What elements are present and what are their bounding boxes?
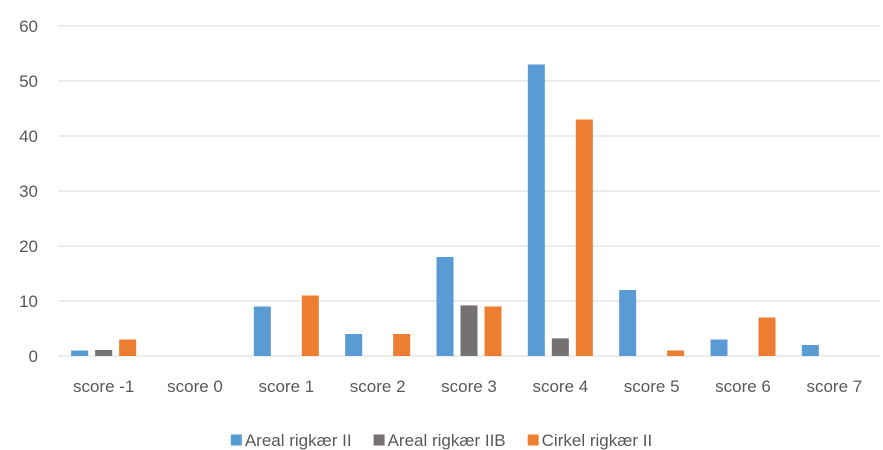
bar [460, 305, 478, 356]
y-axis-ticks: 0 10 20 30 40 50 60 [19, 17, 38, 366]
bar [436, 257, 454, 356]
bars [71, 64, 819, 356]
legend-label: Areal rigkær II [245, 431, 352, 450]
bar [710, 339, 728, 356]
bar [393, 334, 411, 356]
x-tick-label: score 6 [715, 377, 771, 396]
y-tick-label: 10 [19, 292, 38, 311]
legend-item: Areal rigkær II [230, 431, 352, 450]
y-tick-label: 20 [19, 237, 38, 256]
legend-label: Areal rigkær IIB [388, 431, 506, 450]
legend-label: Cirkel rigkær II [542, 431, 653, 450]
bar [527, 64, 545, 356]
bar [667, 350, 685, 356]
bar [758, 317, 776, 356]
x-tick-label: score 2 [350, 377, 406, 396]
gridlines [58, 25, 880, 357]
legend: Areal rigkær II Areal rigkær IIB Cirkel ri… [230, 431, 653, 450]
x-axis-ticks: score -1 score 0 score 1 score 2 score 3 scor… [73, 377, 862, 396]
x-tick-label: score 7 [806, 377, 862, 396]
bar [345, 334, 363, 356]
bar [71, 350, 89, 356]
bar [95, 349, 113, 356]
bar [619, 290, 637, 356]
legend-item: Cirkel rigkær II [527, 431, 653, 450]
legend-swatch [527, 434, 539, 446]
y-tick-label: 0 [29, 347, 38, 366]
x-tick-label: score 1 [258, 377, 314, 396]
bar [801, 345, 819, 356]
y-tick-label: 50 [19, 72, 38, 91]
x-tick-label: score 4 [532, 377, 588, 396]
bar [253, 306, 271, 356]
bar [484, 306, 502, 356]
y-tick-label: 60 [19, 17, 38, 36]
y-tick-label: 30 [19, 182, 38, 201]
bar [575, 119, 593, 356]
x-tick-label: score -1 [73, 377, 134, 396]
bar [119, 339, 137, 356]
legend-item: Areal rigkær IIB [373, 431, 506, 450]
x-tick-label: score 3 [441, 377, 497, 396]
y-tick-label: 40 [19, 127, 38, 146]
legend-swatch [230, 434, 242, 446]
bar [551, 338, 569, 356]
bar [301, 295, 319, 356]
legend-swatch [373, 434, 385, 446]
x-tick-label: score 5 [624, 377, 680, 396]
x-tick-label: score 0 [167, 377, 223, 396]
